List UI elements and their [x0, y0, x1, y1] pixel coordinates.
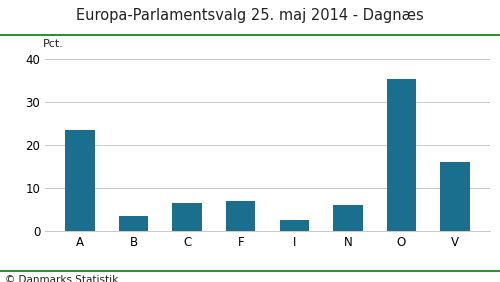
Bar [440, 162, 470, 231]
Bar [280, 221, 309, 231]
Text: © Danmarks Statistik: © Danmarks Statistik [5, 275, 118, 282]
Bar [386, 79, 416, 231]
Bar [65, 130, 94, 231]
Bar [226, 201, 256, 231]
Bar [172, 203, 202, 231]
Bar [119, 216, 148, 231]
Text: Europa-Parlamentsvalg 25. maj 2014 - Dagnæs: Europa-Parlamentsvalg 25. maj 2014 - Dag… [76, 8, 424, 23]
Text: Pct.: Pct. [43, 39, 64, 49]
Bar [333, 206, 362, 231]
